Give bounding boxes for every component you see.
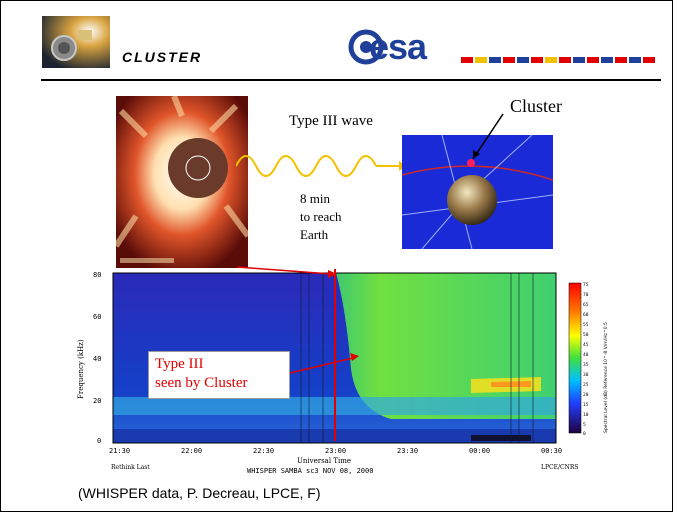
footer-right-label: LPCE/CNRS bbox=[541, 464, 578, 471]
travel-time-label: 8 min to reach Earth bbox=[300, 190, 380, 244]
y-tick-label: 20 bbox=[93, 397, 101, 405]
type-iii-callout: Type III seen by Cluster bbox=[148, 351, 290, 399]
colorbar-tick: 5 bbox=[583, 422, 586, 428]
colorbar-tick: 65 bbox=[583, 302, 589, 308]
colorbar-tick: 55 bbox=[583, 322, 589, 328]
colorbar-tick: 75 bbox=[583, 282, 589, 288]
spacecraft-label: Cluster bbox=[510, 96, 562, 116]
colorbar-tick: 10 bbox=[583, 412, 589, 418]
x-tick-label: 22:30 bbox=[253, 447, 274, 455]
colorbar-tick: 70 bbox=[583, 292, 589, 298]
travel-time-line: 8 min bbox=[300, 191, 330, 206]
colorbar-tick: 50 bbox=[583, 332, 589, 338]
data-credit-caption: (WHISPER data, P. Decreau, LPCE, F) bbox=[78, 485, 321, 501]
callout-line: Type III bbox=[155, 356, 204, 372]
earth-cluster-orbit-image bbox=[402, 135, 553, 249]
colorbar-tick: 40 bbox=[583, 352, 589, 358]
x-tick-label: 00:00 bbox=[469, 447, 490, 455]
colorbar-tick: 15 bbox=[583, 402, 589, 408]
cluster-mission-logo bbox=[42, 16, 110, 68]
y-axis-label: Frequency (kHz) bbox=[77, 339, 85, 399]
y-tick-label: 80 bbox=[93, 271, 101, 279]
y-tick-label: 0 bbox=[97, 437, 101, 445]
colorbar-tick: 35 bbox=[583, 362, 589, 368]
colorbar-tick: 60 bbox=[583, 312, 589, 318]
esa-logo-text: esa bbox=[369, 26, 427, 67]
wave-label: Type III wave bbox=[289, 113, 373, 129]
y-tick-label: 40 bbox=[93, 355, 101, 363]
callout-line: seen by Cluster bbox=[155, 375, 248, 391]
type-iii-wave-graphic bbox=[236, 155, 406, 177]
colorbar-tick: 30 bbox=[583, 372, 589, 378]
colorbar-label: Spectral Level (dB) Reference 10^-8 V/m/… bbox=[603, 322, 609, 433]
y-tick-label: 60 bbox=[93, 313, 101, 321]
travel-time-line: to reach bbox=[300, 209, 342, 224]
colorbar-tick: 45 bbox=[583, 342, 589, 348]
x-tick-label: 23:00 bbox=[325, 447, 346, 455]
x-tick-label: 00:30 bbox=[541, 447, 562, 455]
footer-center-label: WHISPER SAMBA sc3 NOV 08, 2000 bbox=[247, 467, 373, 475]
esa-logo bbox=[348, 29, 384, 65]
footer-left-label: Rethink Last bbox=[111, 464, 150, 471]
mission-title: CLUSTER bbox=[122, 49, 203, 65]
travel-time-line: Earth bbox=[300, 227, 329, 242]
header-divider bbox=[41, 79, 661, 81]
colorbar-tick: 0 bbox=[583, 431, 586, 437]
colorbar-tick: 25 bbox=[583, 382, 589, 388]
x-tick-label: 21:30 bbox=[109, 447, 130, 455]
sun-coronagraph-image bbox=[116, 96, 248, 268]
x-tick-label: 22:00 bbox=[181, 447, 202, 455]
x-tick-label: 23:30 bbox=[397, 447, 418, 455]
colorbar-tick: 20 bbox=[583, 392, 589, 398]
x-axis-label: Universal Time bbox=[297, 457, 351, 465]
member-flags-strip bbox=[461, 57, 655, 63]
